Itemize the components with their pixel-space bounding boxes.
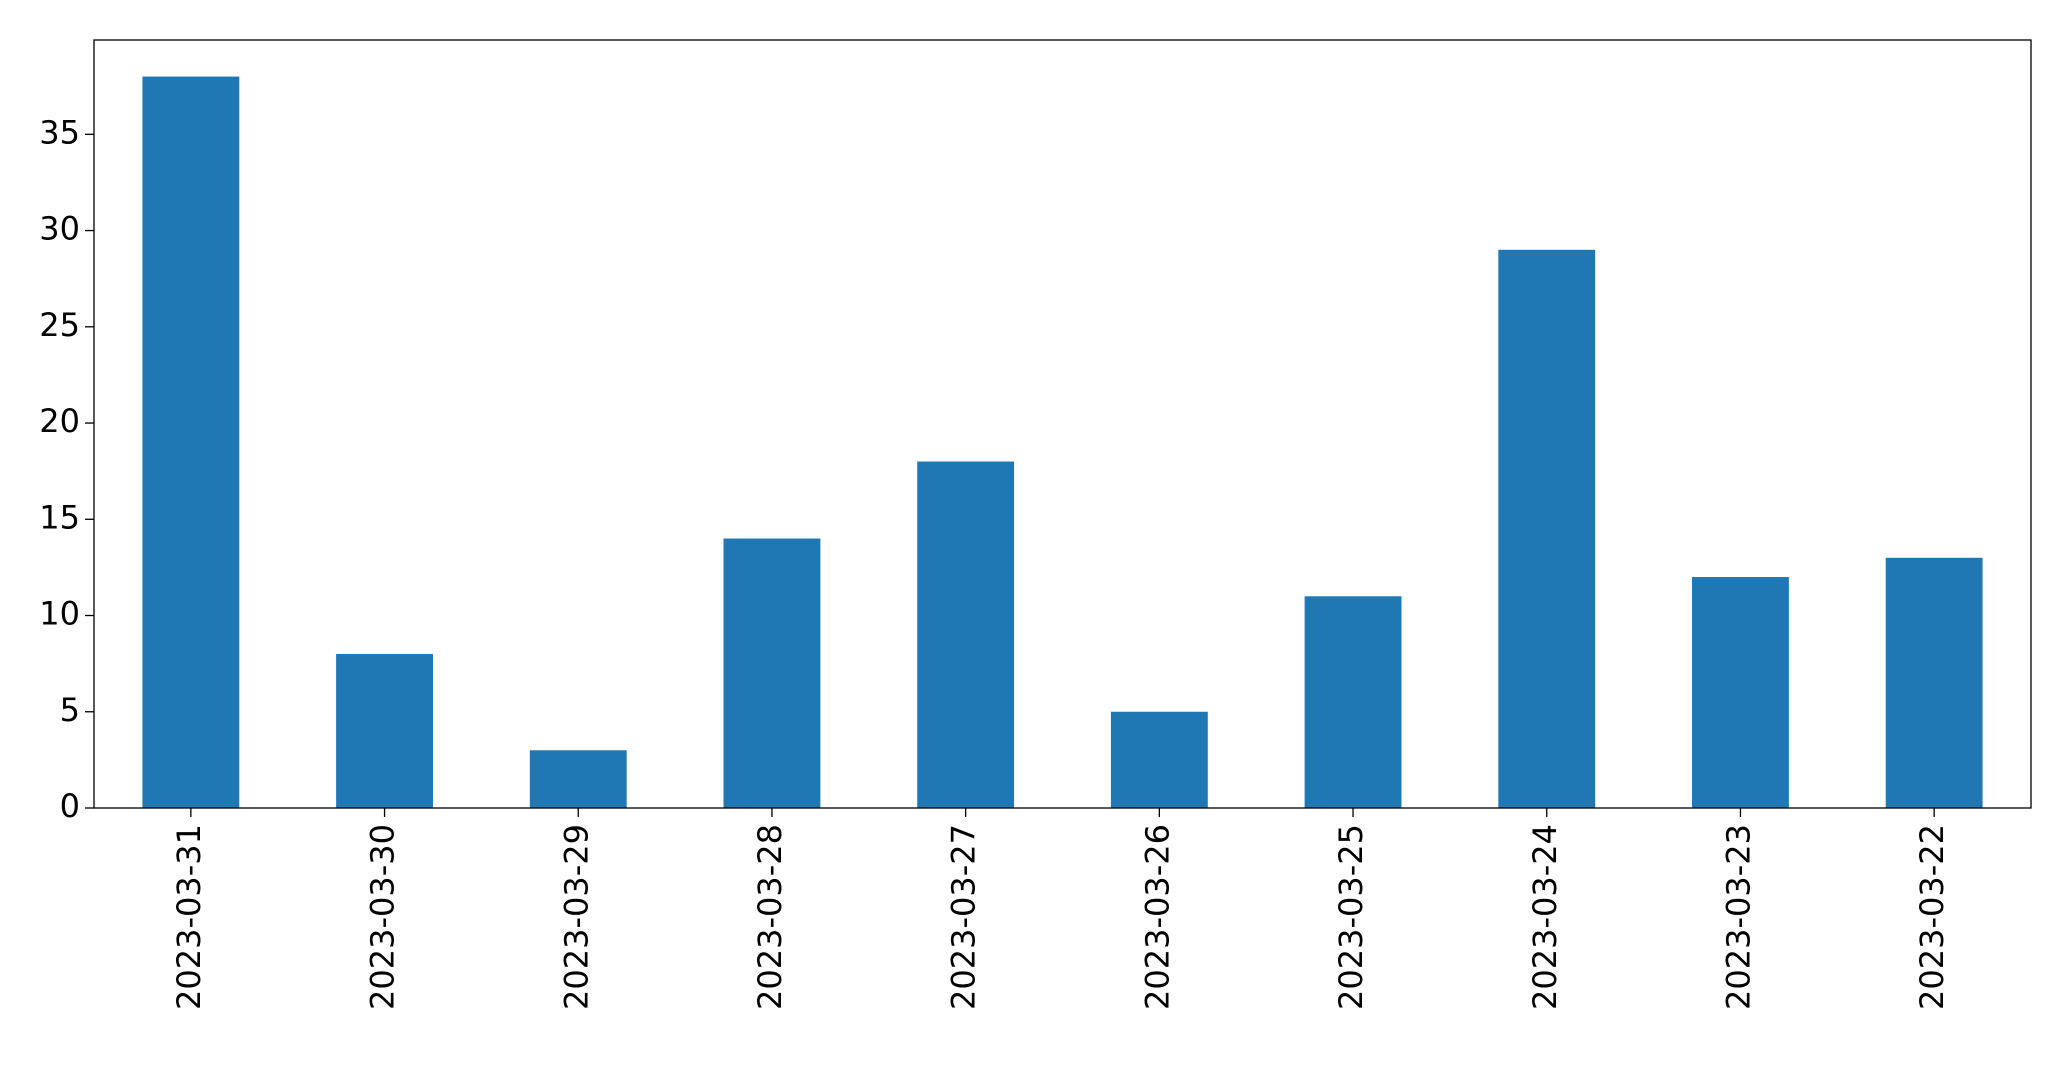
x-tick-label: 2023-03-26 bbox=[1138, 824, 1176, 1010]
bar bbox=[336, 654, 433, 808]
bar bbox=[1498, 249, 1596, 808]
x-tick-label: 2023-03-22 bbox=[1913, 824, 1951, 1010]
bar bbox=[1304, 596, 1402, 808]
y-tick-label: 30 bbox=[39, 210, 80, 248]
x-tick-label: 2023-03-27 bbox=[945, 824, 983, 1010]
y-tick-label: 25 bbox=[39, 306, 80, 344]
bar bbox=[723, 538, 821, 808]
x-tick-label: 2023-03-25 bbox=[1332, 824, 1370, 1010]
bar bbox=[1692, 577, 1789, 808]
bar bbox=[1885, 557, 1983, 808]
plot-frame bbox=[93, 39, 2032, 809]
x-tick-label: 2023-03-31 bbox=[170, 824, 208, 1010]
y-tick-label: 5 bbox=[60, 691, 80, 729]
bar bbox=[1110, 711, 1208, 808]
x-tick-label: 2023-03-30 bbox=[364, 824, 402, 1010]
bar bbox=[917, 461, 1015, 808]
y-tick-label: 0 bbox=[60, 787, 80, 825]
y-tick-label: 15 bbox=[39, 498, 80, 536]
x-tick-label: 2023-03-28 bbox=[751, 824, 789, 1010]
x-tick-label: 2023-03-29 bbox=[557, 824, 595, 1010]
y-tick-label: 20 bbox=[39, 402, 80, 440]
y-tick-label: 10 bbox=[39, 595, 80, 633]
y-tick-label: 35 bbox=[39, 113, 80, 151]
x-tick-label: 2023-03-23 bbox=[1719, 824, 1757, 1010]
bar bbox=[142, 76, 240, 809]
bar bbox=[529, 750, 627, 808]
x-tick-label: 2023-03-24 bbox=[1526, 824, 1564, 1010]
